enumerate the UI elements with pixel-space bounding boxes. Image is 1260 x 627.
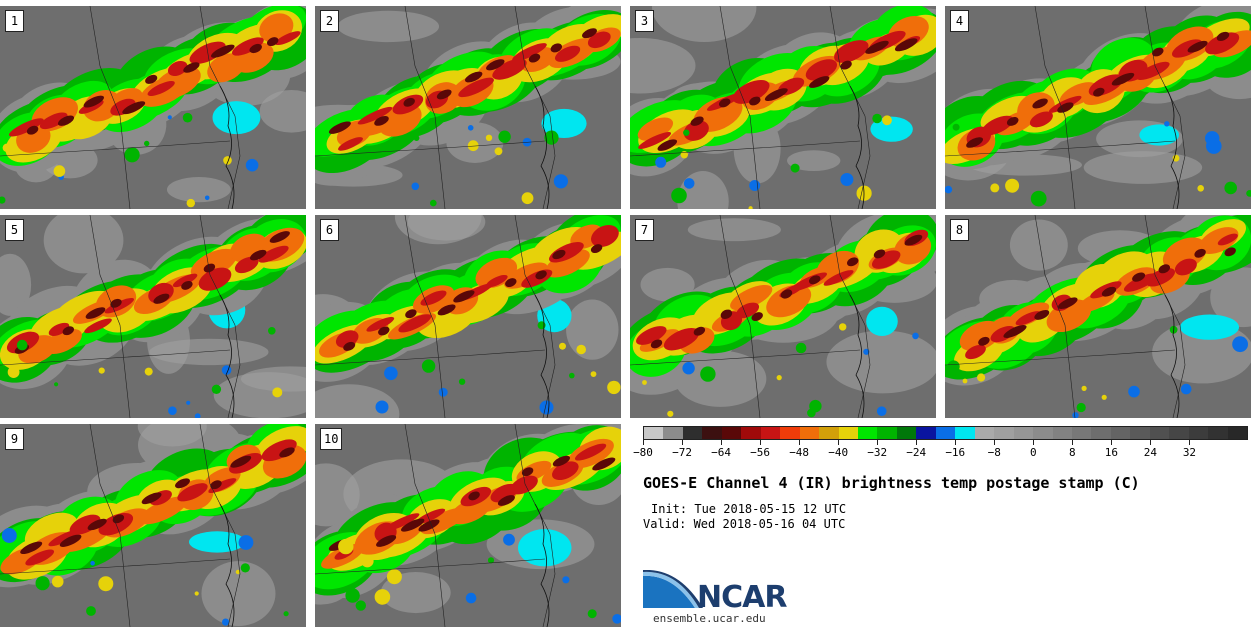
postage-stamp-panel: 1 <box>0 6 306 209</box>
postage-stamp-panel: 9 <box>0 424 306 627</box>
panel-number-label: 8 <box>950 219 969 241</box>
colorbar-bin <box>1091 427 1111 439</box>
colorbar-tick-label: −64 <box>711 446 731 459</box>
colorbar-bin <box>916 427 936 439</box>
panel-number-label: 5 <box>5 219 24 241</box>
colorbar-tick <box>682 440 684 445</box>
colorbar-tick <box>877 440 879 445</box>
colorbar-bin <box>1130 427 1150 439</box>
postage-stamp-panel: 10 <box>315 424 621 627</box>
site-url: ensemble.ucar.edu <box>653 612 766 625</box>
colorbar-bin <box>838 427 858 439</box>
colorbar-tick-label: −16 <box>945 446 966 459</box>
colorbar-bin <box>1169 427 1189 439</box>
colorbar-bin <box>1227 427 1248 439</box>
colorbar-tick <box>994 440 996 445</box>
colorbar-bin <box>741 427 761 439</box>
panel-number-label: 4 <box>950 10 969 32</box>
colorbar-tick-label: −8 <box>987 446 1001 459</box>
colorbar-tick <box>760 440 762 445</box>
postage-stamp-panel: 2 <box>315 6 621 209</box>
figure-title: GOES-E Channel 4 (IR) brightness temp po… <box>643 474 1140 492</box>
init-time: Init: Tue 2018-05-15 12 UTC <box>651 502 847 516</box>
colorbar-bin <box>780 427 800 439</box>
colorbar-bin <box>1033 427 1053 439</box>
colorbar-bin <box>1071 427 1092 439</box>
colorbar-bin <box>721 427 742 439</box>
postage-stamp-panel: 6 <box>315 215 621 418</box>
postage-stamp-panel: 7 <box>630 215 936 418</box>
colorbar-tick <box>799 440 801 445</box>
colorbar-tick <box>1189 440 1191 445</box>
colorbar-tick <box>1111 440 1113 445</box>
colorbar-bin <box>1149 427 1170 439</box>
ncar-swoosh-logo <box>643 570 703 608</box>
colorbar-tick-label: 32 <box>1182 446 1197 459</box>
colorbar-bin <box>1052 427 1072 439</box>
valid-time: Valid: Wed 2018-05-16 04 UTC <box>643 517 846 531</box>
colorbar-tick <box>1150 440 1152 445</box>
colorbar-bin <box>1013 427 1034 439</box>
colorbar-tick-label: −40 <box>828 446 849 459</box>
colorbar-tick <box>1072 440 1074 445</box>
colorbar-bin <box>935 427 956 439</box>
colorbar-bin <box>994 427 1014 439</box>
temperature-colorbar <box>643 426 1248 440</box>
panel-number-label: 3 <box>635 10 654 32</box>
colorbar-bin <box>760 427 781 439</box>
colorbar-bin <box>877 427 897 439</box>
colorbar-bin <box>702 427 722 439</box>
panel-number-label: 7 <box>635 219 654 241</box>
colorbar-tick-label: 16 <box>1104 446 1118 459</box>
postage-stamp-panel: 8 <box>945 215 1251 418</box>
panel-number-label: 1 <box>5 10 24 32</box>
colorbar-bin <box>857 427 878 439</box>
panel-number-label: 10 <box>320 428 343 450</box>
colorbar-bin <box>896 427 917 439</box>
colorbar-bin <box>819 427 839 439</box>
colorbar-bin <box>955 427 975 439</box>
colorbar-tick <box>916 440 918 445</box>
colorbar-bin <box>799 427 820 439</box>
colorbar-tick <box>721 440 723 445</box>
colorbar-tick-label: −48 <box>789 446 810 459</box>
colorbar-bin <box>1110 427 1131 439</box>
colorbar-tick <box>838 440 840 445</box>
postage-stamp-panel: 5 <box>0 215 306 418</box>
colorbar-bin <box>1208 427 1228 439</box>
panel-number-label: 6 <box>320 219 339 241</box>
panel-number-label: 2 <box>320 10 339 32</box>
colorbar-bin <box>663 427 683 439</box>
colorbar-tick <box>955 440 957 445</box>
colorbar-ticks: −80 −72 −64 −56 −48 −40 −32 −24 −16 −8 0 8 16 24 32 <box>633 440 1248 460</box>
colorbar-bin <box>1188 427 1209 439</box>
ncar-logo-text: NCAR <box>697 580 787 615</box>
panel-number-label: 9 <box>5 428 24 450</box>
colorbar-tick <box>1033 440 1035 445</box>
postage-stamp-panel: 4 <box>945 6 1251 209</box>
colorbar-tick <box>643 440 644 445</box>
postage-stamp-panel: 3 <box>630 6 936 209</box>
colorbar-tick-label: −24 <box>906 446 927 459</box>
colorbar-tick-label: −56 <box>750 446 771 459</box>
colorbar-tick-label: 0 <box>1030 446 1037 459</box>
colorbar-bin <box>682 427 703 439</box>
colorbar-tick-label: −72 <box>672 446 692 459</box>
colorbar-tick-label: 24 <box>1143 446 1158 459</box>
colorbar-bin <box>644 427 664 439</box>
colorbar-tick-label: −80 <box>633 446 653 459</box>
colorbar-tick-label: −32 <box>867 446 888 459</box>
colorbar-bin <box>974 427 995 439</box>
colorbar-tick-label: 8 <box>1069 446 1076 459</box>
